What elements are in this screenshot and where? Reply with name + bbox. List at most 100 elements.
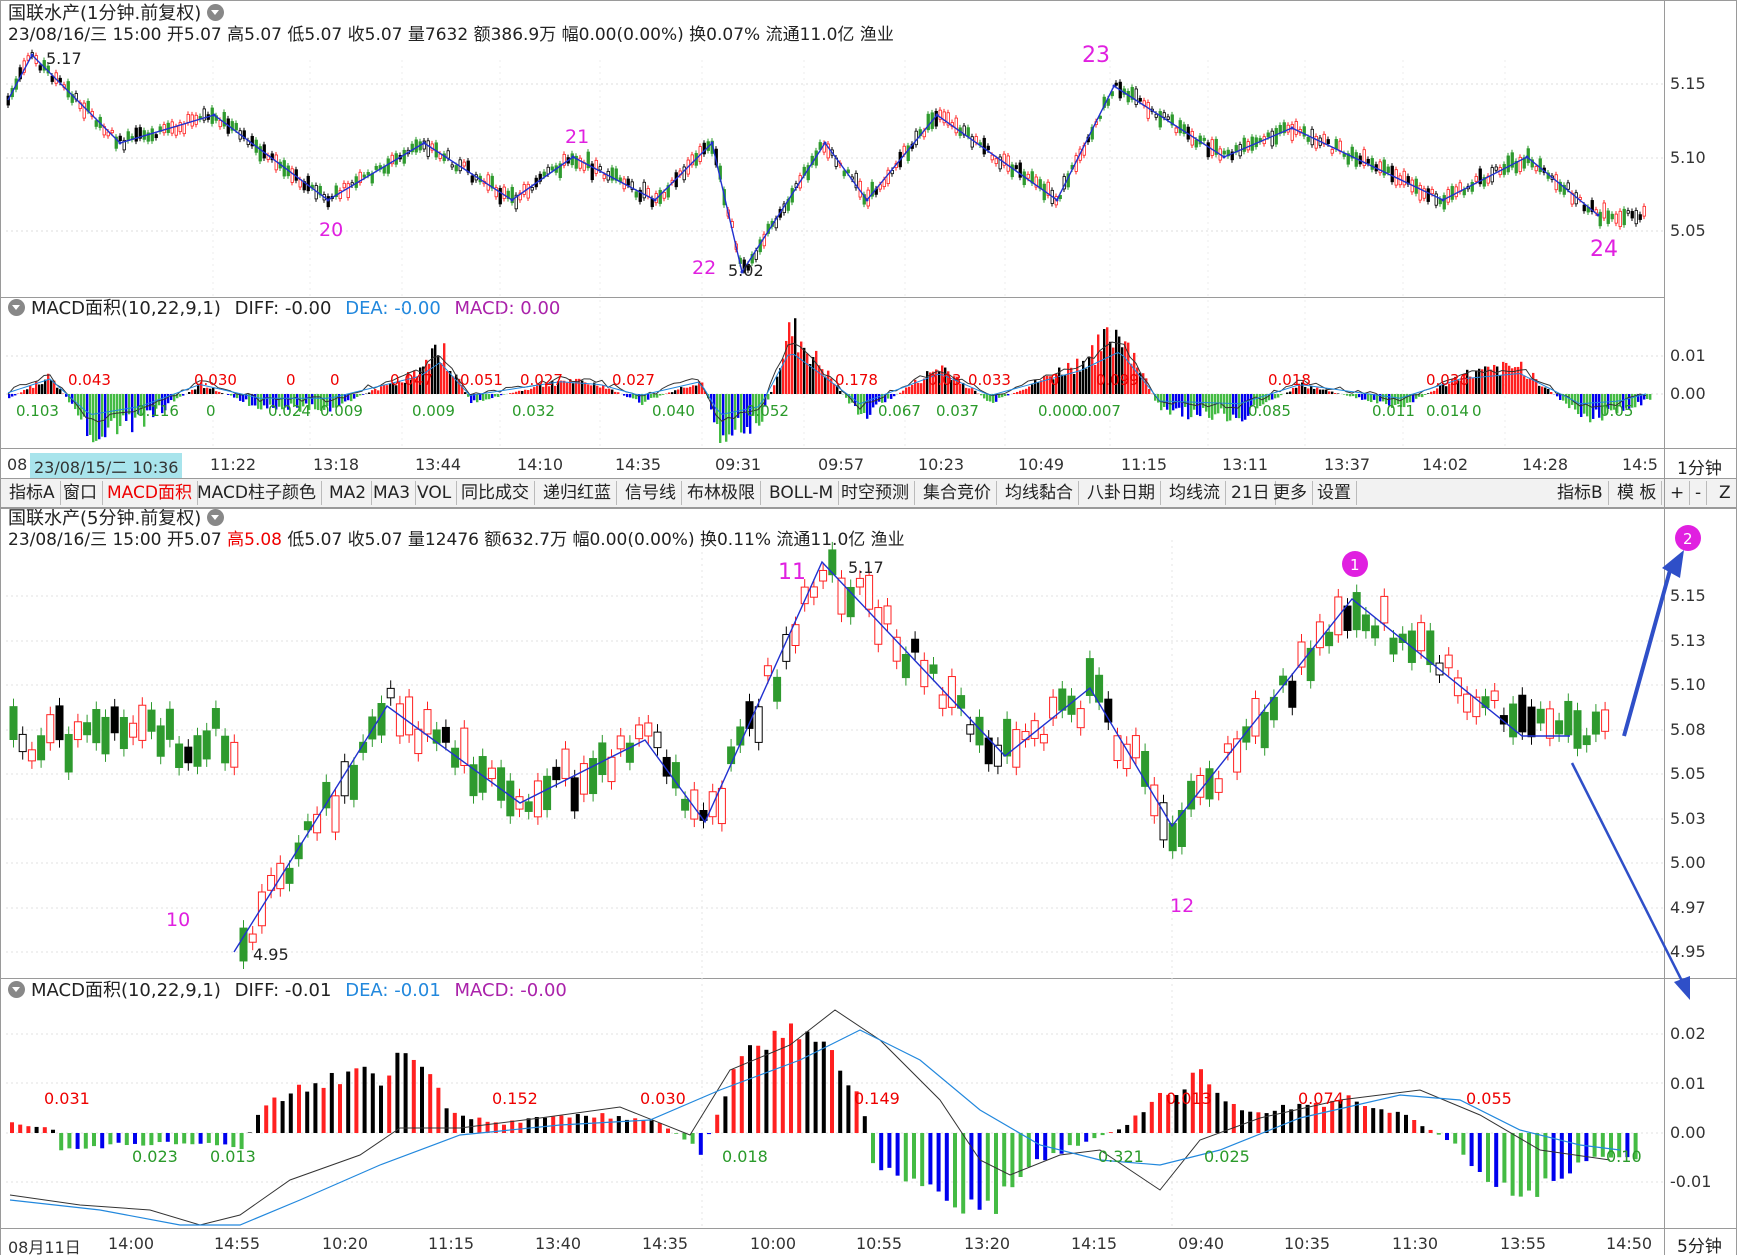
macd-bar	[923, 379, 925, 394]
macd-bar	[179, 394, 181, 397]
zigzag-node	[1291, 127, 1294, 130]
zigzag-node	[824, 142, 827, 145]
macd-bar	[773, 385, 775, 394]
macd-bar	[983, 394, 985, 398]
area-label-green: 0	[1472, 402, 1482, 420]
macd-bar	[194, 389, 196, 394]
macd-bar	[1241, 394, 1243, 421]
macd-bar	[584, 382, 586, 394]
candle-body	[499, 188, 502, 204]
macd-bar	[905, 388, 907, 394]
macd-bar	[1355, 394, 1357, 398]
macd-bar	[969, 1133, 973, 1199]
area-label-green: 0.025	[1204, 1147, 1250, 1166]
candle-body	[1147, 102, 1150, 118]
macd-bar	[596, 386, 598, 394]
candle-body	[1059, 689, 1066, 710]
candle-body	[28, 750, 35, 761]
area-label-red: 0.074	[1298, 1089, 1344, 1108]
macd-bar	[732, 1069, 736, 1133]
macd-bar	[1256, 1112, 1260, 1133]
macd-bar	[686, 388, 688, 394]
macd-bar	[1084, 1133, 1088, 1142]
macd-bar	[629, 394, 631, 397]
macd-bar	[43, 1127, 47, 1133]
macd-bar	[838, 1071, 842, 1133]
macd-bar	[789, 1023, 793, 1133]
macd-bar	[668, 392, 670, 394]
area-label-red: 0.036	[1426, 371, 1469, 389]
candle-body	[672, 763, 679, 788]
macd-bar	[1068, 1133, 1072, 1145]
macd-bar	[1190, 394, 1192, 417]
macd-bar	[437, 355, 439, 394]
zigzag-node	[1223, 156, 1226, 159]
area-label-green: 0.014	[1426, 402, 1469, 420]
macd-bar	[297, 1085, 301, 1133]
macd-bar	[1010, 1133, 1014, 1187]
candle-body	[1535, 166, 1538, 170]
candle-body	[571, 154, 574, 165]
candle-body	[187, 114, 190, 122]
macd-bar	[182, 1133, 186, 1143]
macd-bar	[839, 391, 841, 394]
macd-bar	[44, 380, 46, 394]
candle-body	[1627, 211, 1630, 214]
zigzag-node	[936, 114, 939, 117]
candle-body	[1615, 214, 1618, 223]
arrow-head-down	[1674, 976, 1690, 1000]
macd-bar	[26, 1126, 30, 1133]
macd-bar	[1019, 391, 1021, 394]
area-label-red: 0.055	[1466, 1089, 1512, 1108]
macd-bar	[314, 394, 316, 409]
candle-body	[599, 167, 602, 170]
candle-body	[1607, 211, 1610, 224]
macd-bar	[599, 388, 601, 394]
candle-body	[1211, 140, 1214, 156]
macd-bar	[671, 392, 673, 394]
area-label-green: 0.040	[652, 402, 695, 420]
zigzag-node	[31, 54, 34, 57]
macd-bar	[617, 392, 619, 394]
candle-body	[488, 768, 495, 778]
macd-bar	[207, 1133, 211, 1143]
macd-bar	[23, 390, 25, 394]
macd-bar	[1367, 394, 1369, 401]
macd-bar	[788, 322, 790, 394]
candle-body	[1224, 744, 1231, 753]
macd-bar	[1088, 357, 1090, 394]
candle-body	[1289, 681, 1296, 707]
macd-bar	[1461, 1133, 1465, 1155]
macd-bar	[658, 1123, 662, 1133]
circle-marker-label: 1	[1350, 556, 1360, 574]
candle-body	[1556, 721, 1563, 734]
macd-bar	[452, 376, 454, 394]
candle-body	[843, 171, 846, 176]
candle-body	[527, 184, 530, 198]
candle-body	[406, 697, 413, 735]
macd-bar	[1493, 365, 1495, 394]
candle-body	[1546, 709, 1553, 738]
area-label-green: 0.05	[1600, 402, 1633, 420]
macd-bar	[878, 394, 880, 402]
macd-bar	[677, 389, 679, 394]
candle-body	[1565, 701, 1572, 734]
frame-line	[0, 478, 1737, 479]
candle-body	[1206, 769, 1213, 799]
macd-bar	[674, 1133, 678, 1134]
macd-bar	[491, 394, 493, 398]
macd-bar	[521, 391, 523, 394]
macd-bar	[1352, 394, 1354, 396]
candle-body	[1077, 709, 1084, 728]
candle-body	[1602, 710, 1609, 731]
candle-body	[19, 734, 26, 751]
candle-body	[718, 788, 725, 823]
macd-bar	[1486, 1133, 1490, 1182]
candle-body	[755, 707, 762, 743]
candle-body	[571, 778, 578, 811]
frame-line	[0, 508, 1737, 509]
candle-body	[1169, 824, 1176, 851]
candle-body	[249, 934, 256, 942]
wave-label: 10	[166, 909, 190, 931]
macd-bar	[1125, 1125, 1129, 1133]
